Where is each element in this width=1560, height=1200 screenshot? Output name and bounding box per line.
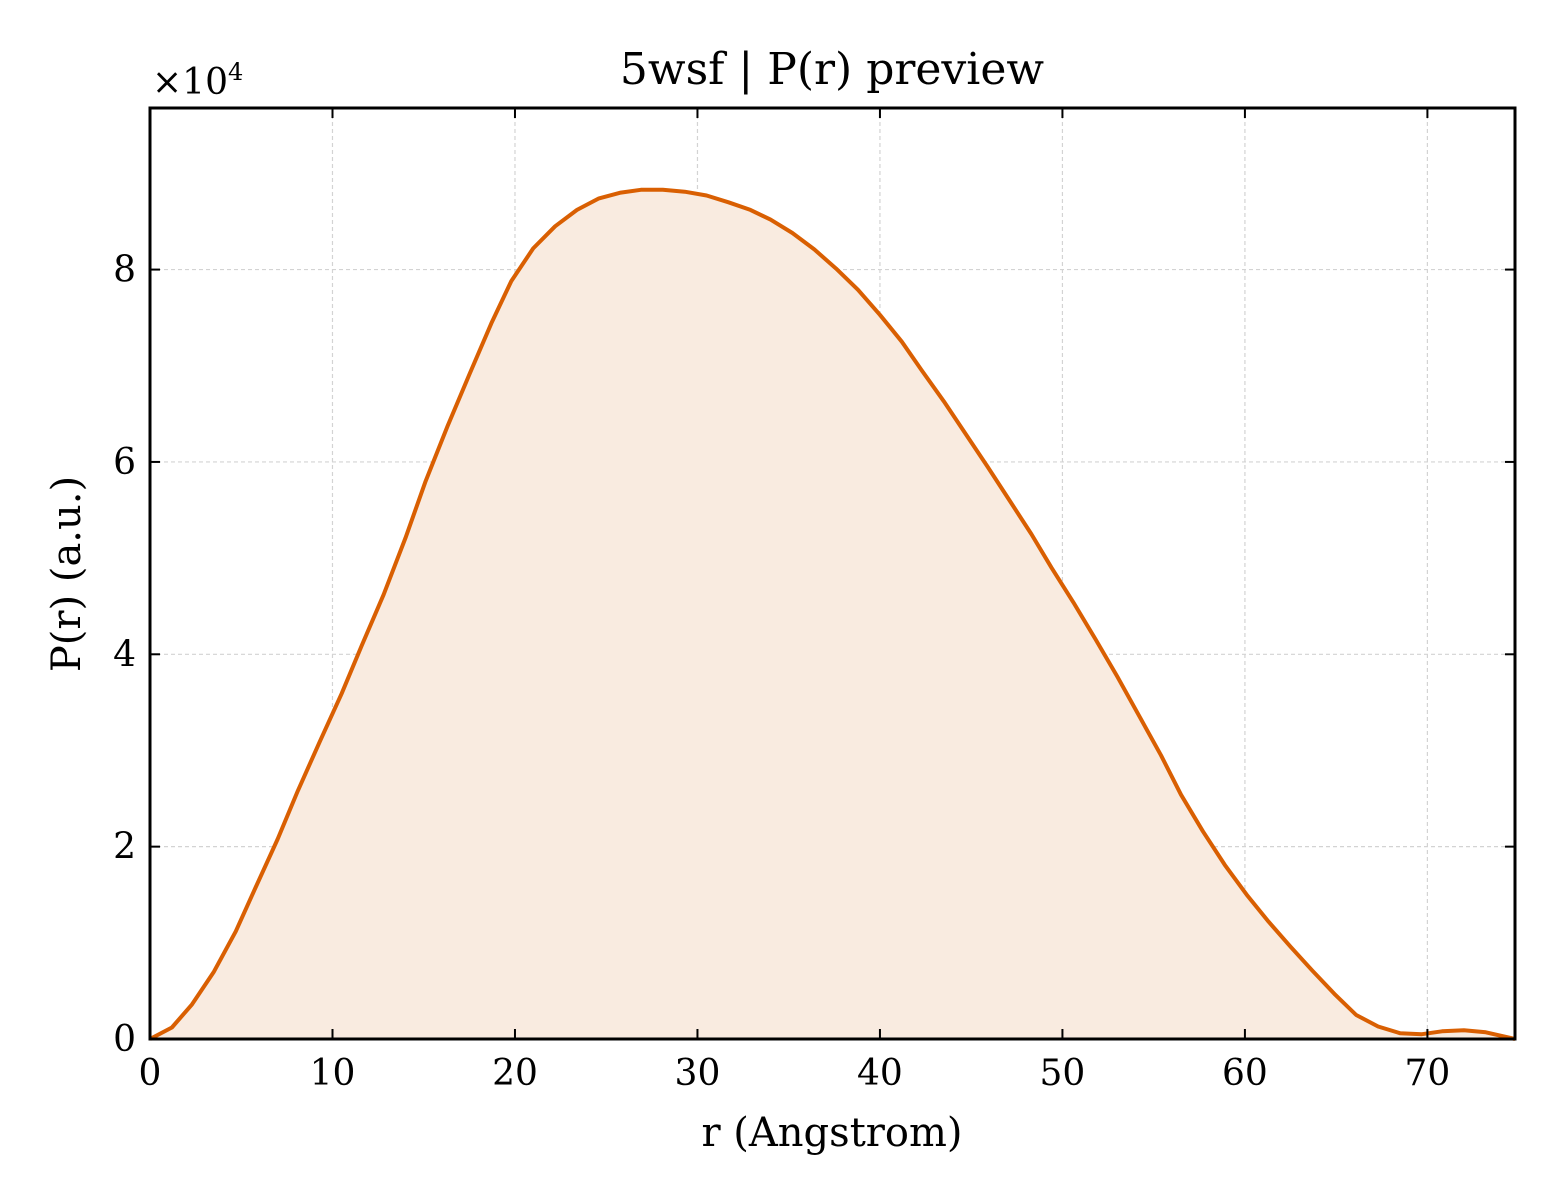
y-axis-label: P(r) (a.u.) bbox=[44, 476, 90, 672]
y-tick-label: 2 bbox=[113, 827, 136, 868]
pr-series-line bbox=[149, 187, 1516, 1041]
tick-marks bbox=[149, 108, 1515, 1040]
x-tick-label: 60 bbox=[1222, 1053, 1268, 1094]
x-tick-label: 50 bbox=[1040, 1053, 1086, 1094]
y-tick-label: 4 bbox=[113, 634, 136, 675]
y-tick-label: 0 bbox=[113, 1019, 136, 1060]
x-tick-label: 0 bbox=[139, 1053, 162, 1094]
y-tick-labels: 0 2 4 6 8 bbox=[113, 250, 136, 1060]
x-tick-label: 40 bbox=[857, 1053, 903, 1094]
y-tick-label: 8 bbox=[113, 250, 136, 291]
x-tick-label: 20 bbox=[492, 1053, 538, 1094]
chart-title: 5wsf | P(r) preview bbox=[620, 44, 1044, 95]
y-offset-exponent: 4 bbox=[228, 58, 243, 86]
pr-area-fill bbox=[150, 189, 1515, 1040]
y-offset-label: ×104 bbox=[152, 58, 243, 103]
x-tick-labels: 0 10 20 30 40 50 60 70 bbox=[139, 1053, 1451, 1094]
y-tick-label: 6 bbox=[113, 442, 136, 483]
x-tick-label: 70 bbox=[1405, 1053, 1451, 1094]
x-tick-label: 10 bbox=[310, 1053, 356, 1094]
plot-frame bbox=[148, 106, 1517, 1041]
x-axis-label: r (Angstrom) bbox=[701, 1110, 962, 1156]
x-tick-label: 30 bbox=[675, 1053, 721, 1094]
